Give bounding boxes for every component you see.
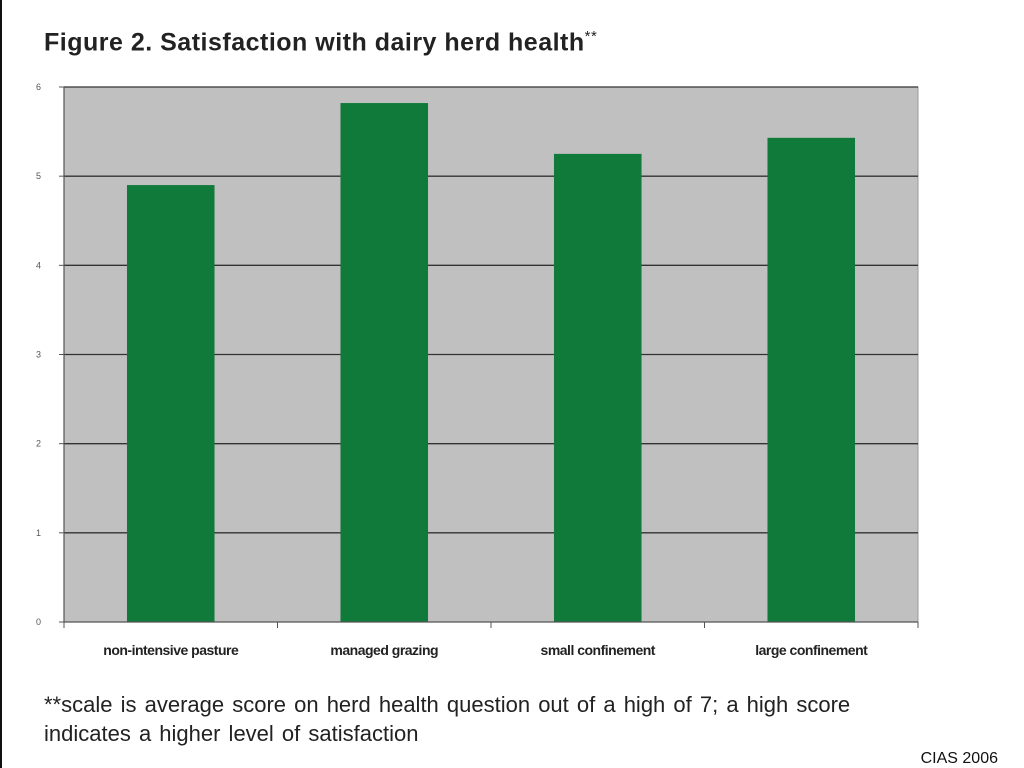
y-tick-label: 6	[36, 82, 41, 92]
y-tick-label: 0	[36, 617, 41, 627]
chart-title-text: Figure 2. Satisfaction with dairy herd h…	[44, 28, 585, 57]
bar-chart: 0 1 2 3 4 5 6 non-intensive pasture managed gra…	[36, 82, 919, 658]
x-tick-label: non-intensive pasture	[103, 642, 239, 658]
bar	[767, 137, 856, 622]
bar	[553, 153, 642, 622]
y-axis: 0 1 2 3 4 5 6	[36, 82, 65, 627]
chart-title-footnote-mark: **	[584, 28, 598, 45]
bar	[340, 103, 429, 623]
bars	[126, 103, 856, 623]
y-tick-label: 3	[36, 350, 41, 360]
slide-left-border	[0, 0, 2, 768]
bar	[126, 185, 215, 623]
x-tick-label: small confinement	[541, 642, 656, 658]
x-axis: non-intensive pasture managed grazing smal…	[63, 621, 919, 658]
y-tick-label: 2	[36, 439, 41, 449]
y-tick-label: 1	[36, 528, 41, 538]
source-credit: CIAS 2006	[920, 750, 998, 767]
y-tick-label: 5	[36, 171, 41, 181]
y-tick-label: 4	[36, 260, 41, 270]
footnote: **scale is average score on herd health …	[44, 692, 851, 746]
x-tick-label: managed grazing	[330, 642, 438, 658]
chart-title: Figure 2. Satisfaction with dairy herd h…	[44, 28, 597, 57]
x-tick-label: large confinement	[755, 642, 868, 658]
